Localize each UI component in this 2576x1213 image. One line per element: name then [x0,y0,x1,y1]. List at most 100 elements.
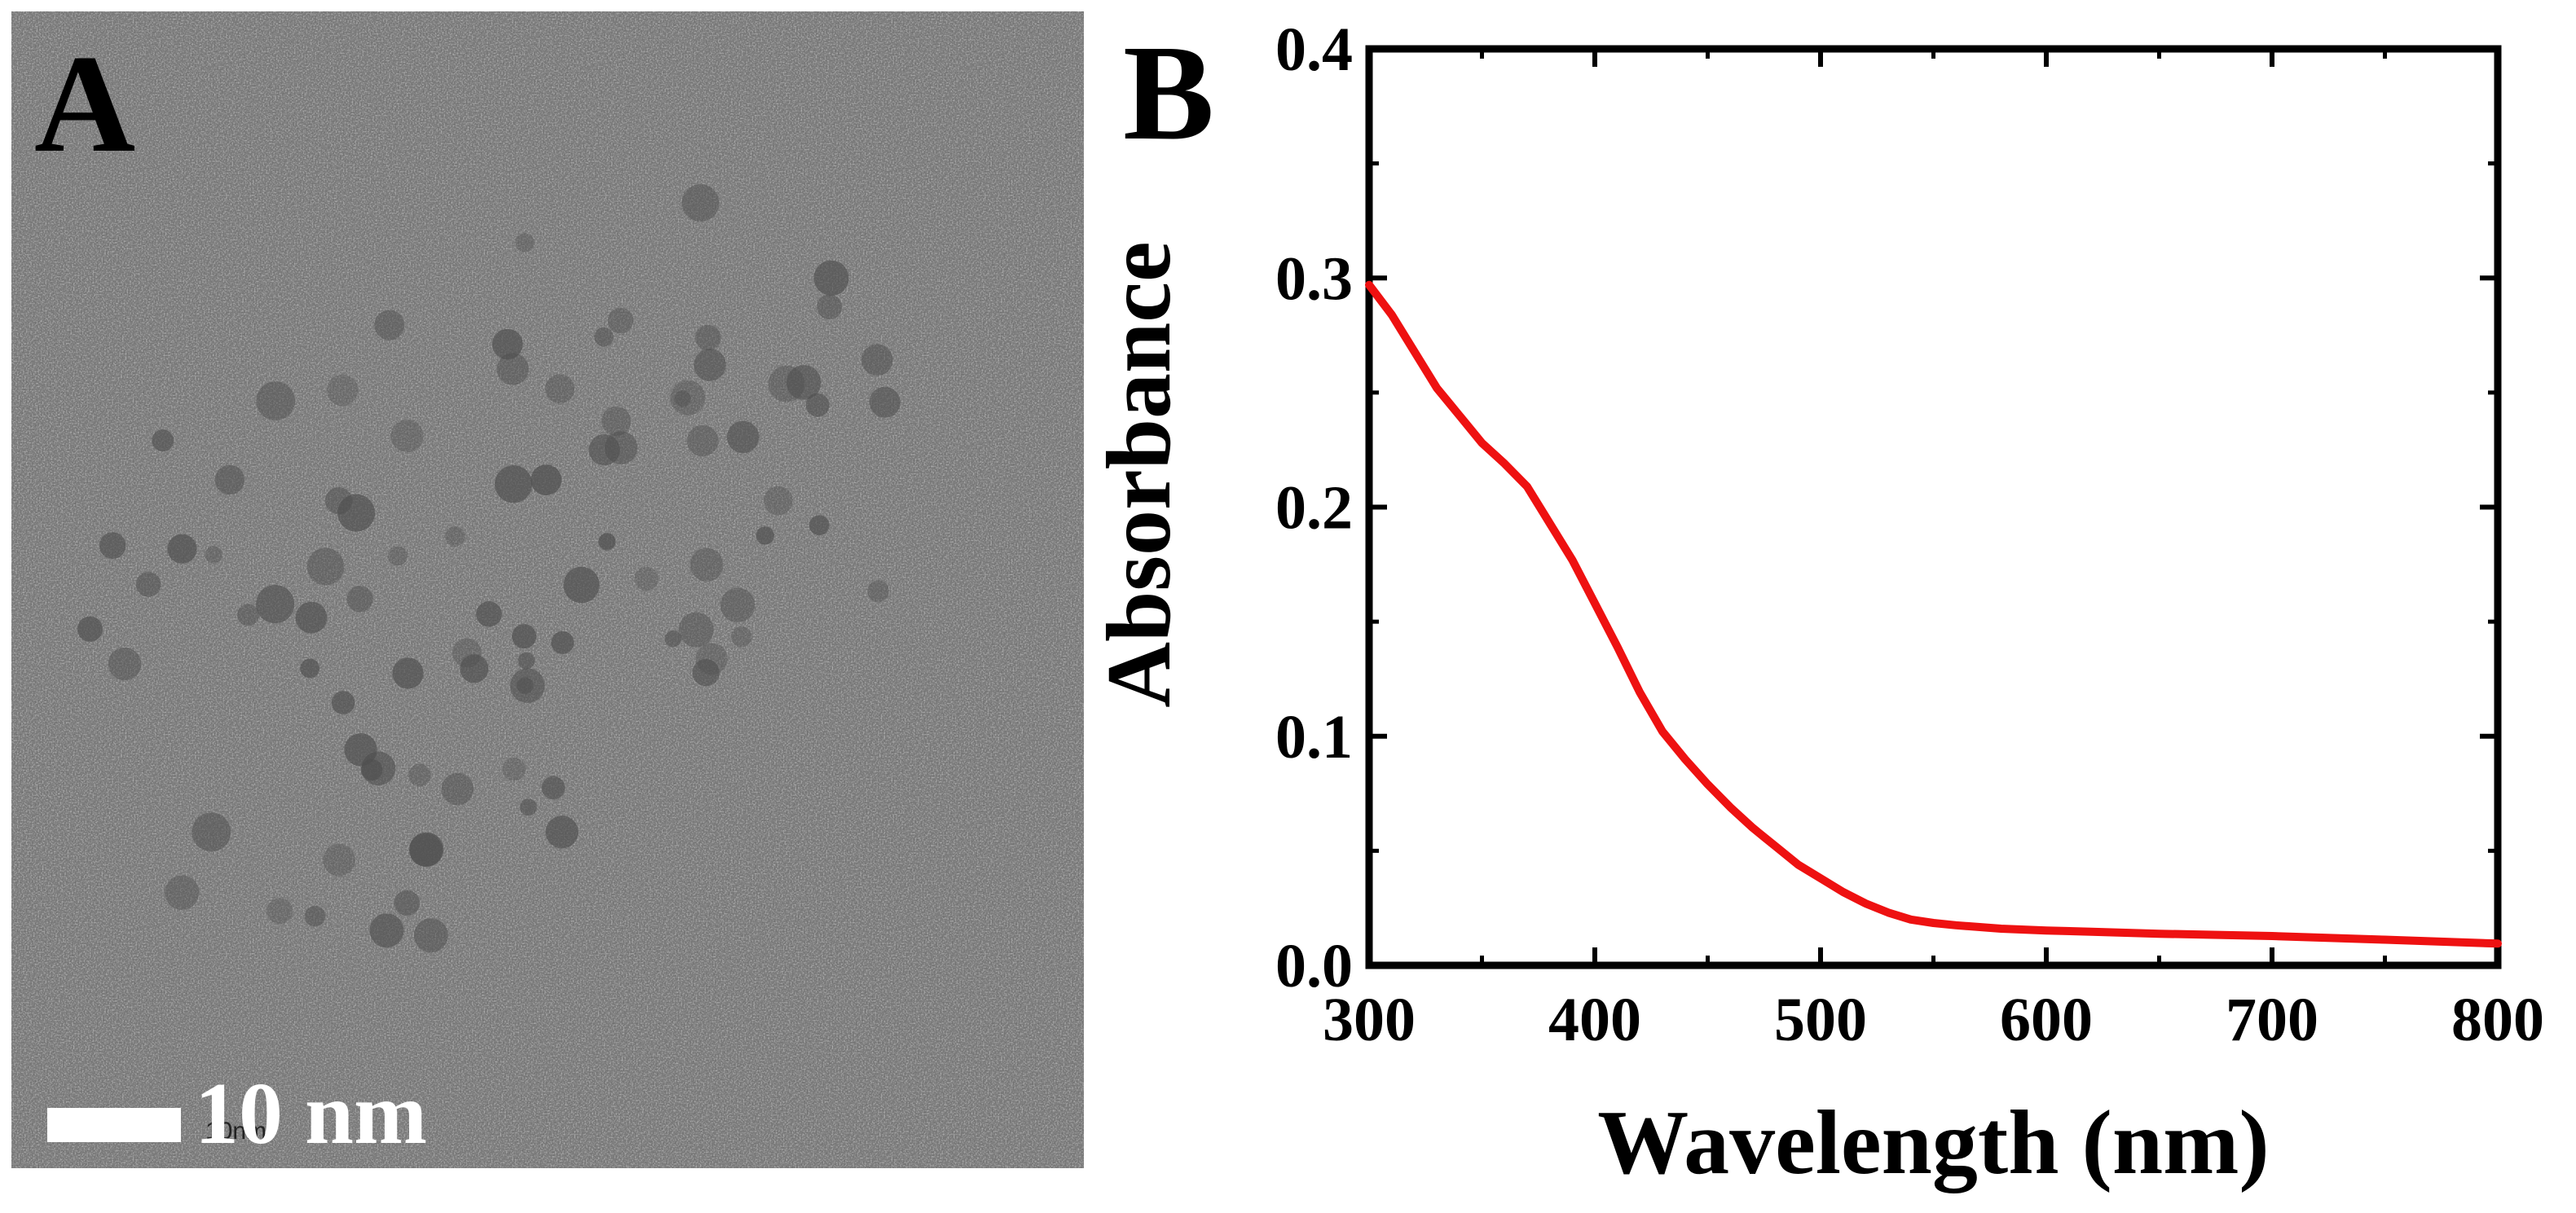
nanoparticle [495,465,533,503]
x-tick-label: 400 [1548,986,1641,1054]
nanoparticle [563,566,600,604]
nanoparticle [331,691,355,714]
nanoparticle [692,658,720,687]
nanoparticle [634,566,658,591]
nanoparticle [167,534,197,564]
nanoparticle [817,294,843,320]
nanoparticle [686,424,719,457]
scale-small-text: 10nm [205,1118,267,1145]
nanoparticle [387,546,408,566]
nanoparticle [664,630,682,648]
nanoparticle [413,918,448,953]
x-tick-label: 500 [1774,986,1867,1054]
nanoparticle [607,307,634,334]
nanoparticle [755,526,774,545]
nanoparticle [512,624,537,649]
nanoparticle [452,638,482,668]
nanoparticle-cluster [77,184,900,953]
nanoparticle [390,420,424,453]
absorbance-chart: 300 400 500 600 700 800 0.0 0.1 0.2 0.3 0.4 Absorb… [1089,15,2544,1193]
nanoparticle [394,890,421,916]
nanoparticle [346,586,373,613]
nanoparticle [786,365,821,400]
y-tick-label: 0.1 [1275,703,1353,771]
nanoparticle [517,652,535,670]
nanoparticle [77,616,103,642]
nanoparticle [99,532,126,559]
nanoparticle [445,526,465,547]
nanoparticle [510,668,545,703]
x-axis-label: Wavelength (nm) [1597,1092,2269,1193]
nanoparticle [441,772,474,806]
nanoparticle [361,751,396,786]
nanoparticle [674,390,691,407]
nanoparticle [256,585,295,624]
nanoparticle [541,776,566,800]
scale-bar-label: 10 nm [195,1066,428,1162]
panel-letter-a: A [34,27,136,182]
nanoparticle [720,587,755,622]
nanoparticle [165,875,200,910]
nanoparticle [326,374,359,407]
axis-ticks: 300 400 500 600 700 800 0.0 0.1 0.2 0.3 0.4 [1275,15,2544,1054]
nanoparticle [108,647,142,681]
nanoparticle [764,486,793,516]
nanoparticle [605,431,638,464]
nanoparticle [300,658,320,679]
nanoparticle [135,572,161,597]
nanoparticle [695,643,728,675]
nanoparticle [515,233,535,253]
nanoparticle [496,353,529,385]
series-line-absorbance [1365,280,2502,948]
nanoparticle [681,184,720,222]
nanoparticle [392,657,424,689]
nanoparticle [551,631,575,654]
nanoparticle [727,420,760,454]
nanoparticle [205,546,222,564]
scale-bar [47,1108,181,1142]
nanoparticle [237,604,259,626]
nanoparticle [408,763,431,787]
nanoparticle [695,324,721,351]
nanoparticle [813,260,849,296]
nanoparticle [861,344,893,376]
nanoparticle [492,328,523,360]
nanoparticle [545,374,575,404]
nanoparticle [531,464,562,495]
nanoparticle [545,815,579,849]
nanoparticle [731,626,752,648]
nanoparticle [520,798,537,816]
nanoparticle [304,905,326,927]
nanoparticle [869,386,900,418]
nanoparticle [295,601,328,634]
nanoparticle [409,832,444,867]
nanoparticle [256,381,295,420]
tem-micrograph [11,11,1084,1168]
nanoparticle [214,464,245,495]
nanoparticle [325,487,353,515]
nanoparticle [601,406,632,437]
x-tick-label: 700 [2226,986,2318,1054]
nanoparticle [768,365,805,402]
nanoparticle [594,327,614,347]
nanoparticle [323,844,356,877]
nanoparticle [678,612,714,648]
y-tick-label: 0.3 [1275,244,1353,313]
nanoparticle [369,913,404,948]
nanoparticle [867,580,889,602]
nanoparticle [152,429,174,452]
y-tick-label: 0.4 [1275,15,1353,84]
x-tick-label: 800 [2451,986,2544,1054]
nanoparticle [476,601,502,627]
nanoparticle [374,310,405,341]
panel-letter-b: B [1123,17,1215,169]
y-axis-label: Absorbance [1089,241,1190,707]
x-tick-label: 300 [1323,986,1416,1054]
tem-image-panel: A 10nm 10 nm [11,11,1084,1168]
nanoparticle [689,547,724,582]
nanoparticle [502,758,526,781]
tem-background [11,11,1084,1168]
nanoparticle [670,380,706,415]
nanoparticle [460,654,489,683]
nanoparticle [805,393,830,417]
